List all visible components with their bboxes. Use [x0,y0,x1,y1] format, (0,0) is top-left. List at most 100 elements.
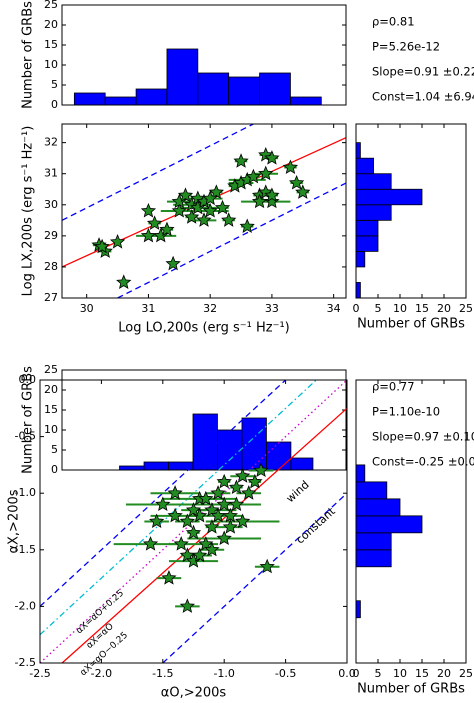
bar [356,282,361,298]
bar [356,219,379,237]
x-tick-label: 30 [80,302,94,315]
star-point [167,507,183,523]
bar [356,600,361,619]
plot-area [356,142,423,298]
reference-line [40,380,287,607]
reference-line [40,380,347,663]
y-tick-label: -2.5 [15,656,36,669]
x-tick-label: 0 [353,667,360,680]
y-tick-label: 0 [51,463,58,476]
star-point [161,570,177,585]
line-annotation: wind [284,478,312,505]
y-tick-label: -2.0 [15,599,36,612]
bar [356,173,392,190]
y-tick-label: 31 [44,167,58,180]
reference-line [61,407,347,663]
bar [356,142,361,159]
y-tick-label: 0 [51,98,58,111]
reference-line [40,380,317,636]
star-point [179,598,196,613]
bar [119,465,145,470]
star-point [185,524,202,540]
x-axis-label: Number of GRBs [357,317,465,332]
star-point [234,513,251,529]
y-tick-label: 15 [44,403,58,416]
star-point [185,502,202,517]
star-point [198,490,214,506]
plot-area [40,380,347,663]
star-point [264,150,280,165]
y-tick-label: -1.0 [15,486,36,499]
y-tick-label: -0.5 [15,430,36,443]
x-tick-label: 15 [415,667,429,680]
star-point [196,212,212,227]
y-axis-label: Number of GRBs [21,1,36,109]
star-point [216,473,232,489]
y-tick-label: 32 [44,136,58,149]
y-tick-label: 25 [44,0,58,11]
bar [356,532,392,551]
x-tick-label: -2.5 [29,667,50,680]
y-tick-label: 10 [44,423,58,436]
y-tick-label: 5 [51,443,58,456]
star-point [167,485,183,500]
bar [217,429,243,470]
axes-frame [39,379,348,664]
star-point [253,462,269,478]
star-point [146,215,163,230]
x-tick-label: 25 [459,667,473,680]
star-point [247,473,263,489]
stat-text: Const=1.04 ±6.94 [372,90,474,104]
bar [356,157,375,175]
y-tick-label: -1.5 [15,543,36,556]
axes-frame [61,123,347,299]
bar [356,498,401,517]
y-tick-label: 27 [44,291,58,304]
star-point [221,212,237,227]
x-tick-label: 10 [393,667,407,680]
x-tick-label: -0.5 [275,667,296,680]
star-point [258,165,274,181]
bar [197,72,230,105]
star-point [239,218,255,234]
y-tick-label: 30 [44,198,58,211]
bar [266,441,292,470]
x-axis-label: Number of GRBs [357,682,465,697]
stat-text: P=5.26e-12 [372,40,440,54]
star-point [183,209,200,224]
x-tick-label: -2.0 [91,667,112,680]
star-point [149,513,165,529]
stat-text: ρ=0.81 [372,15,415,29]
star-point [165,255,181,271]
x-tick-label: 32 [203,302,217,315]
bar [356,250,366,268]
y-tick-label: 5 [51,78,58,91]
y-tick-label: 15 [44,38,58,51]
star-point [204,519,220,534]
stat-text: ρ=0.77 [372,380,415,394]
reference-line [117,182,346,298]
star-point [228,479,245,495]
plot-area [73,48,322,105]
star-point [264,187,280,202]
star-point [140,202,157,218]
star-point [295,184,311,199]
x-tick-label: 5 [375,667,382,680]
star-point [173,536,189,551]
y-tick-label: 10 [44,58,58,71]
bar [356,549,392,568]
x-tick-label: 5 [375,302,382,315]
plot-area [356,464,423,619]
star-point [288,174,305,190]
star-point [216,496,232,512]
star-point [155,496,171,512]
y-tick-label: 28 [44,260,58,273]
y-axis-label: Log LX,200s (erg s⁻¹ Hz⁻¹) [21,126,36,297]
x-tick-label: 34 [327,302,341,315]
star-point [140,227,157,243]
star-point [208,184,225,199]
reference-line [162,492,347,663]
stat-text: Const=-0.25 ±0.09 [372,455,474,469]
star-point [109,234,126,249]
stat-text: Slope=0.97 ±0.10 [372,430,474,444]
